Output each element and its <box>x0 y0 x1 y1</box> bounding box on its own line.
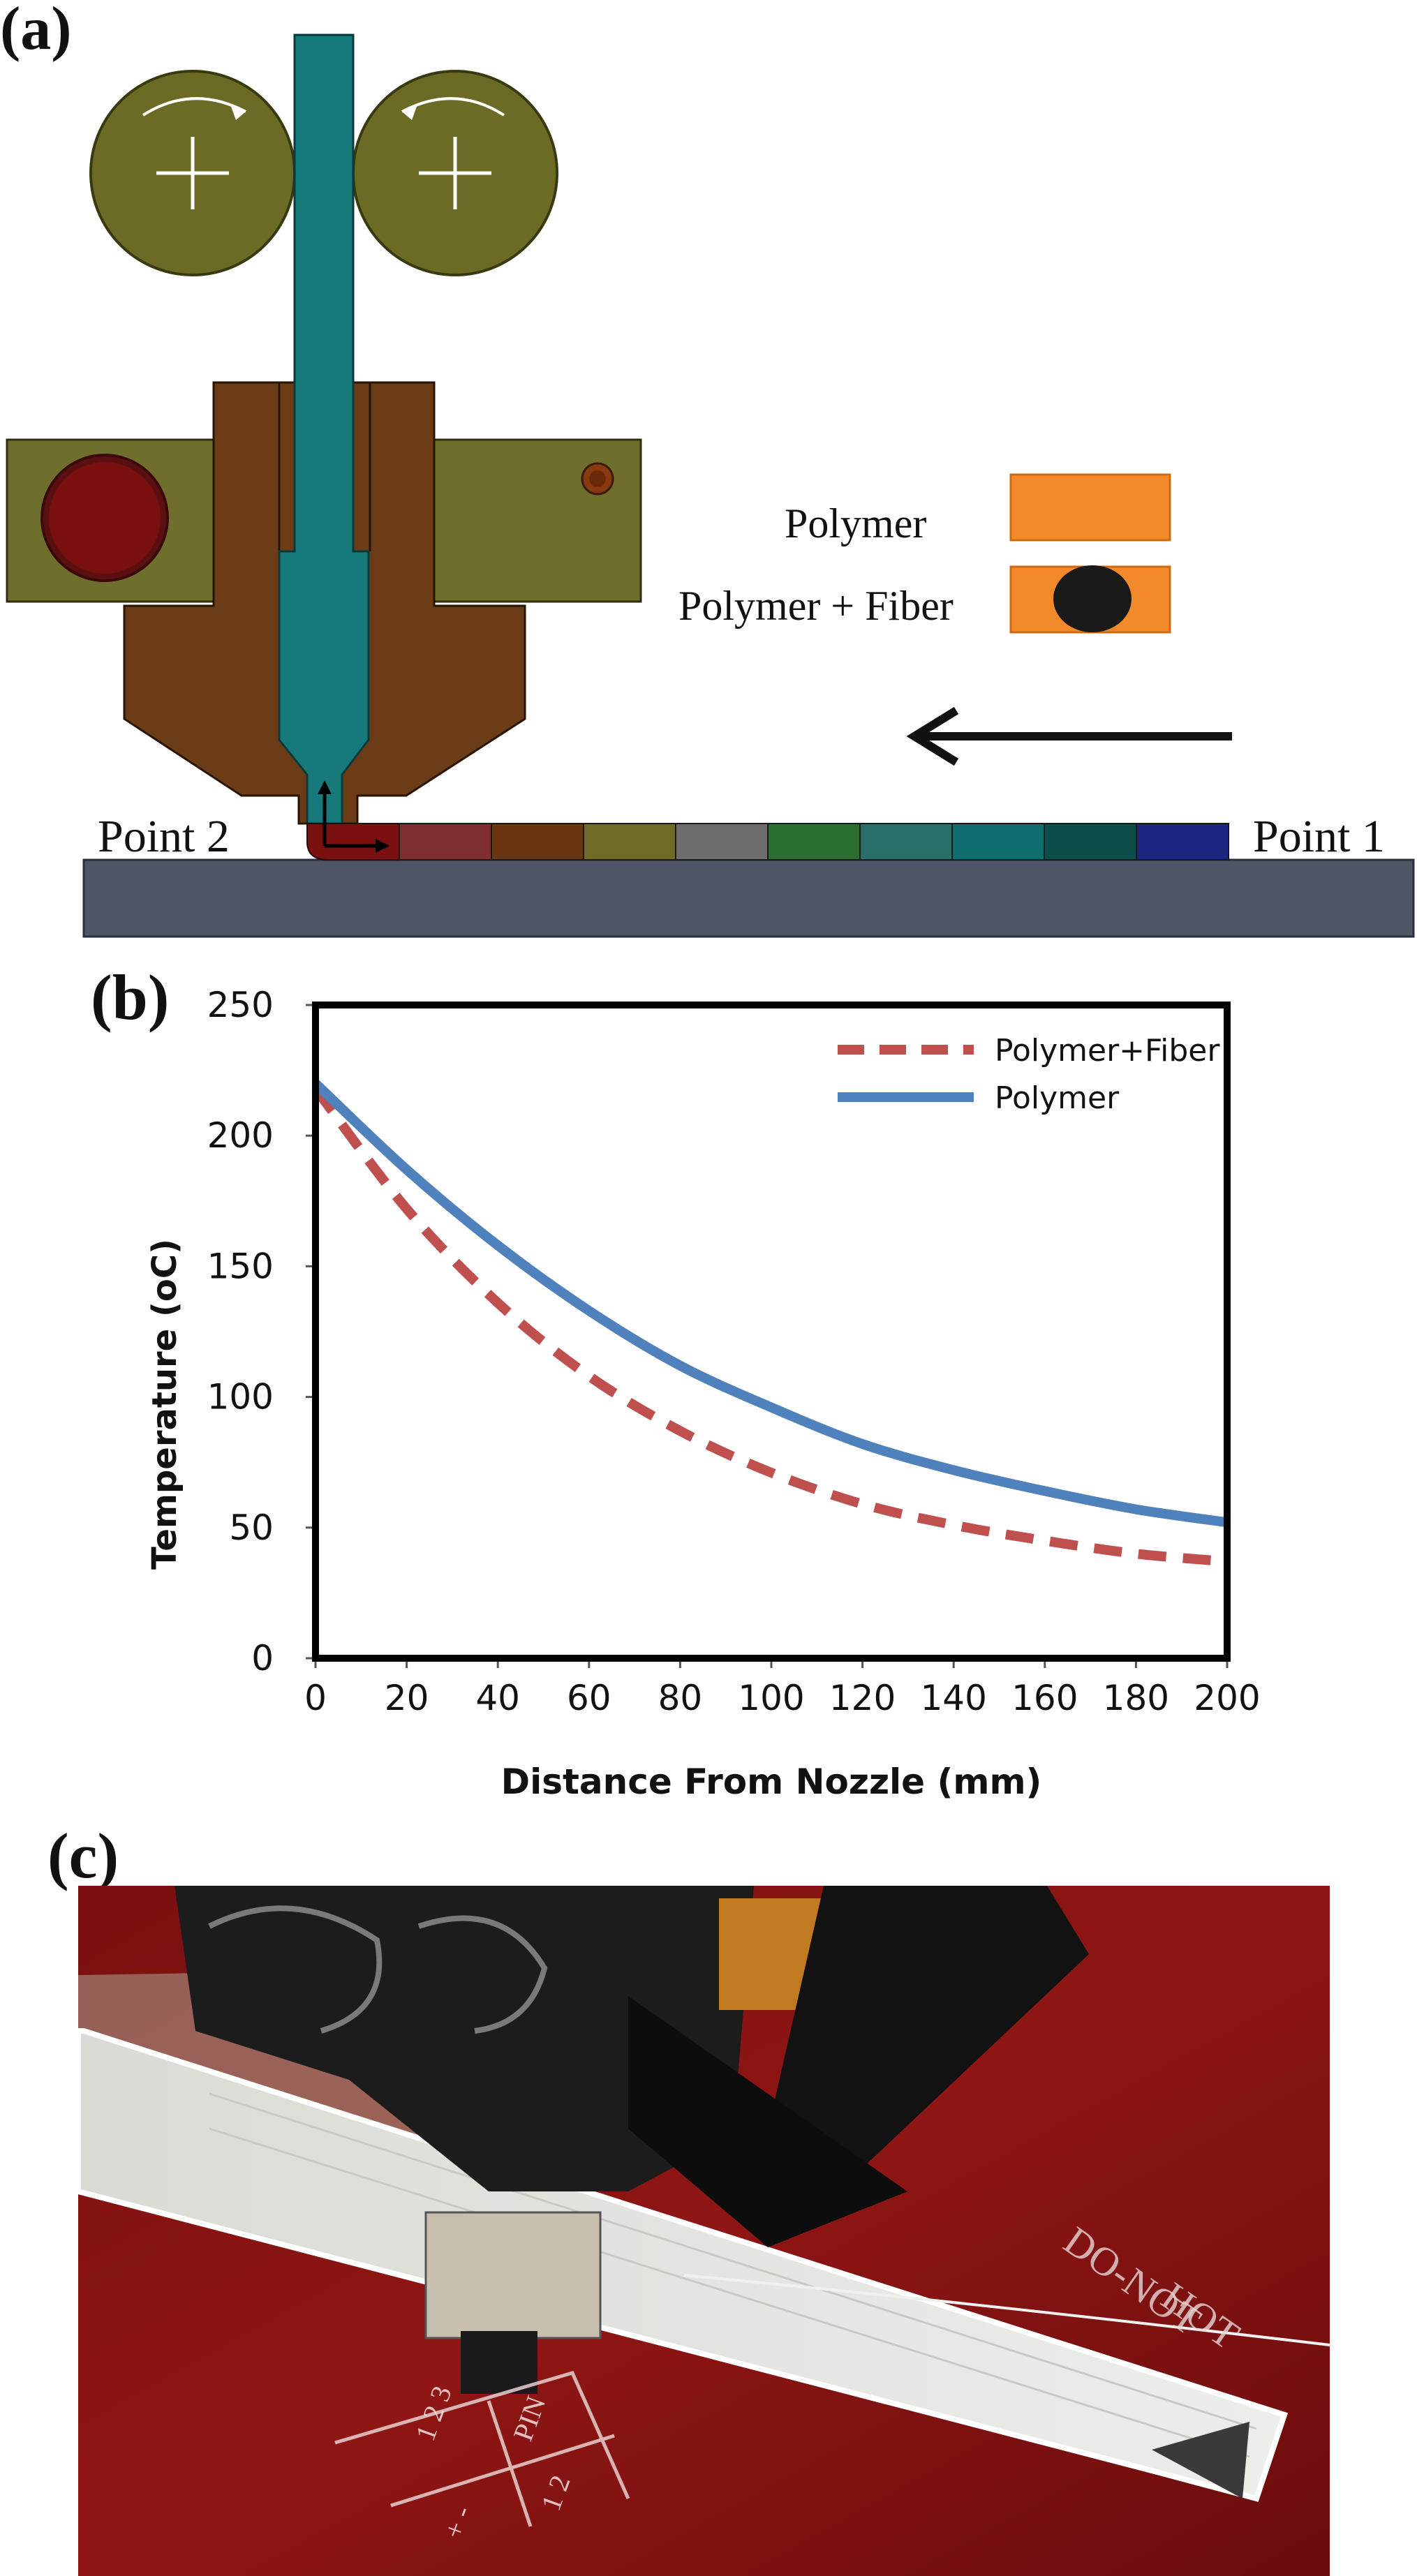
panel-b-label: (b) <box>91 962 169 1033</box>
y-tick-label: 200 <box>207 1115 274 1156</box>
print-bed <box>82 858 1415 938</box>
nozzle-block <box>424 2211 602 2339</box>
y-axis-title: Temperature (oC) <box>145 1239 184 1570</box>
legend-polymer-text: Polymer <box>995 1080 1120 1116</box>
temperature-chart: (b) 0 20 40 60 80 100 120 140 160 180 200 0 50 100 150… <box>91 962 1261 1801</box>
x-tick-label: 140 <box>920 1678 986 1718</box>
legend-polymer-fiber-text: Polymer+Fiber <box>995 1033 1220 1069</box>
y-tick-label: 150 <box>207 1246 274 1286</box>
deposited-bead <box>306 823 1229 861</box>
series-line-polymer <box>312 1080 1228 1528</box>
x-tick-label: 160 <box>1011 1678 1078 1718</box>
point-1-label: Point 1 <box>1253 811 1385 862</box>
extruder-assembly <box>175 1886 754 2191</box>
heater-block-right <box>431 438 642 603</box>
chart-legend: Polymer+Fiber Polymer <box>838 1033 1220 1116</box>
left-feed-roller <box>89 70 296 276</box>
x-tick-label: 20 <box>385 1678 429 1718</box>
x-tick-label: 80 <box>658 1678 703 1718</box>
right-feed-roller <box>352 70 558 276</box>
legend-polymer-label: Polymer <box>785 500 926 546</box>
x-axis-title: Distance From Nozzle (mm) <box>501 1762 1042 1801</box>
x-tick-label: 40 <box>475 1678 520 1718</box>
x-tick-label: 120 <box>829 1678 896 1718</box>
series-line-polymer-fiber <box>311 1085 1228 1567</box>
x-tick-label: 200 <box>1194 1678 1260 1718</box>
panel-a-schematic: (a) <box>0 0 1415 938</box>
print-direction-arrow-icon <box>906 706 1232 766</box>
panel-c-photo: (c) <box>47 1820 1330 2576</box>
y-tick-label: 100 <box>207 1377 274 1417</box>
x-tick-label: 0 <box>304 1678 327 1718</box>
fiber-strand <box>683 2274 1330 2346</box>
coordinate-axes-icon <box>318 780 390 853</box>
thermistor <box>581 462 614 496</box>
y-tick-label: 250 <box>207 985 274 1025</box>
x-tick-label: 180 <box>1103 1678 1169 1718</box>
heater-cartridge <box>40 454 169 582</box>
fiber-dot <box>1053 565 1132 632</box>
plot-border <box>312 1002 1231 1662</box>
panel-c-label: (c) <box>47 1820 119 1891</box>
polymer-swatch <box>1009 473 1171 542</box>
legend-polymer-fiber-label: Polymer + Fiber <box>678 583 954 629</box>
point-2-label: Point 2 <box>98 811 230 862</box>
panel-a-label: (a) <box>0 0 72 63</box>
y-tick-label: 50 <box>229 1507 274 1548</box>
y-tick-label: 0 <box>251 1638 274 1678</box>
x-tick-label: 100 <box>738 1678 804 1718</box>
x-tick-label: 60 <box>567 1678 611 1718</box>
bed-markings <box>334 2370 630 2527</box>
